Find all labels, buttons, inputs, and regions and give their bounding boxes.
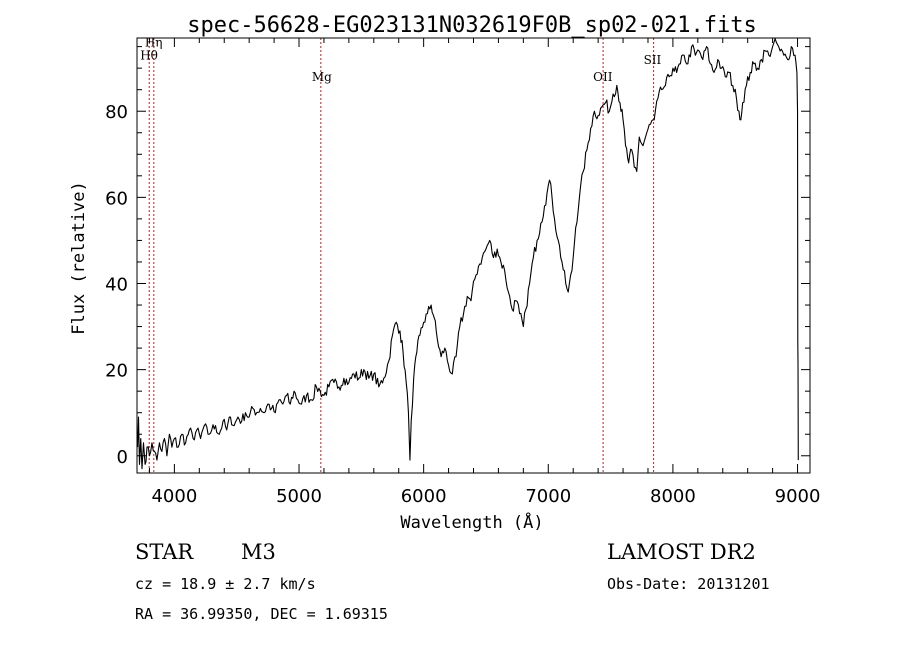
x-tick-label: 8000 xyxy=(650,486,696,507)
survey-name: LAMOST DR2 xyxy=(607,540,756,564)
object-subclass: M3 xyxy=(241,540,276,564)
y-tick-label: 80 xyxy=(105,102,128,123)
obs-date: Obs-Date: 20131201 xyxy=(607,575,770,593)
object-class: STAR xyxy=(135,540,194,564)
y-tick-label: 0 xyxy=(117,447,128,468)
line-marker-label: Hθ xyxy=(140,49,158,63)
y-tick-label: 40 xyxy=(105,274,128,295)
x-axis-ticks: 4000 5000 6000 7000 8000 9000 xyxy=(148,38,821,507)
x-tick-label: 6000 xyxy=(401,486,447,507)
x-tick-label: 5000 xyxy=(276,486,322,507)
y-tick-label: 20 xyxy=(105,361,128,382)
line-marker-label: Mg xyxy=(312,70,332,84)
coordinates-readout: RA = 36.99350, DEC = 1.69315 xyxy=(135,605,388,623)
x-tick-label: 7000 xyxy=(525,486,571,507)
plot-frame xyxy=(136,37,811,474)
redshift-readout: cz = 18.9 ± 2.7 km/s xyxy=(135,575,316,593)
y-tick-label: 60 xyxy=(105,188,128,209)
x-tick-label: 9000 xyxy=(775,486,821,507)
line-marker-label: OII xyxy=(593,70,613,84)
chart-title: spec-56628-EG023131N032619F0B_sp02-021.f… xyxy=(187,13,757,38)
y-axis-label: Flux (relative) xyxy=(69,181,89,335)
line-marker-label: SII xyxy=(644,53,662,67)
x-tick-label: 4000 xyxy=(151,486,197,507)
x-axis-label: Wavelength (Å) xyxy=(400,511,543,533)
y-axis-ticks: 0 20 40 60 80 xyxy=(105,46,810,468)
spectrum-line xyxy=(137,38,799,470)
